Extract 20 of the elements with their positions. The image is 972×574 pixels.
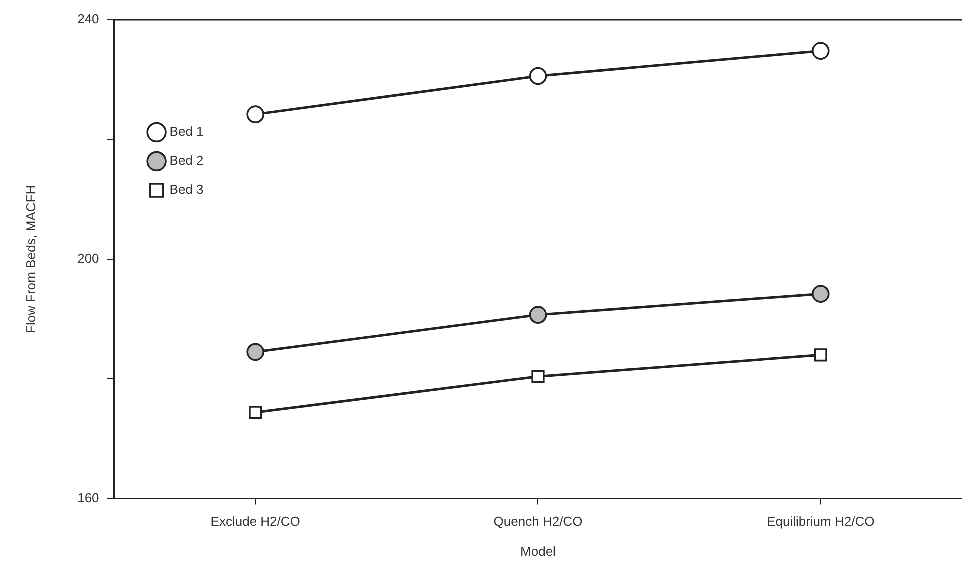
legend-label: Bed 2	[170, 153, 204, 168]
point	[246, 106, 265, 124]
x-tick-label: Exclude H2/CO	[210, 514, 300, 530]
point	[814, 348, 828, 362]
x-tick-label: Equilibrium H2/CO	[767, 514, 875, 530]
legend-label: Bed 1	[170, 124, 204, 140]
y-tick-label: 200	[78, 250, 100, 266]
point	[529, 306, 548, 324]
y-tick-label: 160	[78, 490, 100, 506]
point	[246, 343, 265, 362]
y-axis-title: Flow From Beds, MACFH	[23, 185, 38, 334]
x-tick-label: Quench H2/CO	[494, 514, 583, 530]
x-axis-title: Model	[520, 544, 556, 559]
point	[529, 67, 548, 86]
point	[249, 406, 262, 420]
point	[532, 370, 545, 384]
point	[812, 285, 830, 304]
legend-label: Bed 3	[170, 182, 204, 198]
point	[812, 42, 830, 60]
y-tick-label: 240	[78, 12, 100, 27]
